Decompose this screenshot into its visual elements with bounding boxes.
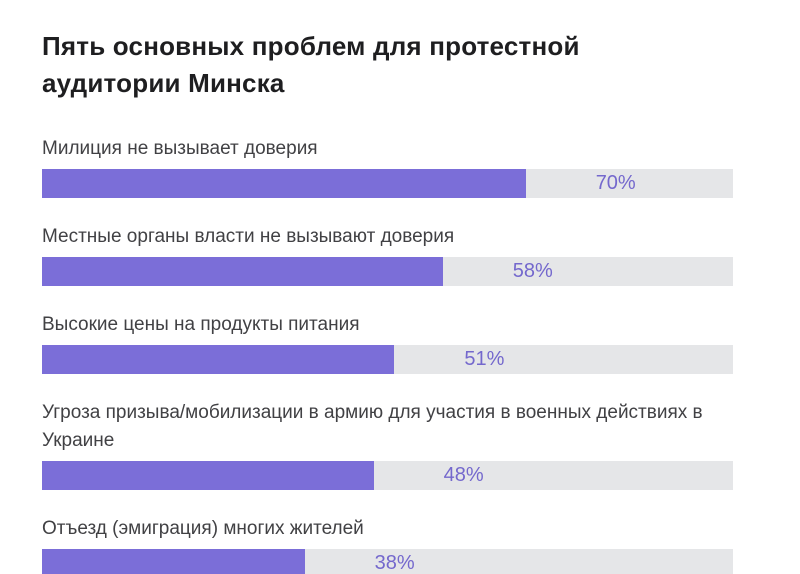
bar-track: 70% — [42, 169, 733, 198]
bar-track: 48% — [42, 461, 733, 490]
bar-track: 38% — [42, 549, 733, 574]
bar-row: Высокие цены на продукты питания 51% — [42, 311, 733, 374]
bar-fill — [42, 345, 395, 374]
bar-row: Местные органы власти не вызывают довери… — [42, 223, 733, 286]
bar-track: 58% — [42, 257, 733, 286]
bar-value-label: 51% — [464, 348, 505, 370]
bar-fill — [42, 461, 374, 490]
bar-value-label: 70% — [595, 172, 636, 194]
bar-value-label: 58% — [512, 260, 553, 282]
bar-fill — [42, 257, 443, 286]
chart-title: Пять основных проблем для протестной ауд… — [42, 31, 580, 98]
bar-track: 51% — [42, 345, 733, 374]
bar-label: Отъезд (эмиграция) многих жителей — [42, 518, 364, 539]
bar-label: Высокие цены на продукты питания — [42, 314, 360, 335]
bar-value-label: 48% — [443, 464, 484, 486]
bar-value-label: 38% — [374, 552, 415, 574]
bar-label: Угроза призыва/мобилизации в армию для у… — [42, 402, 703, 451]
bar-row: Милиция не вызывает доверия 70% — [42, 135, 733, 198]
bar-fill — [42, 169, 526, 198]
bar-row: Отъезд (эмиграция) многих жителей 38% — [42, 515, 733, 574]
bar-fill — [42, 549, 305, 574]
bar-row: Угроза призыва/мобилизации в армию для у… — [42, 399, 733, 490]
bar-label: Милиция не вызывает доверия — [42, 138, 318, 159]
bar-label: Местные органы власти не вызывают довери… — [42, 226, 455, 247]
